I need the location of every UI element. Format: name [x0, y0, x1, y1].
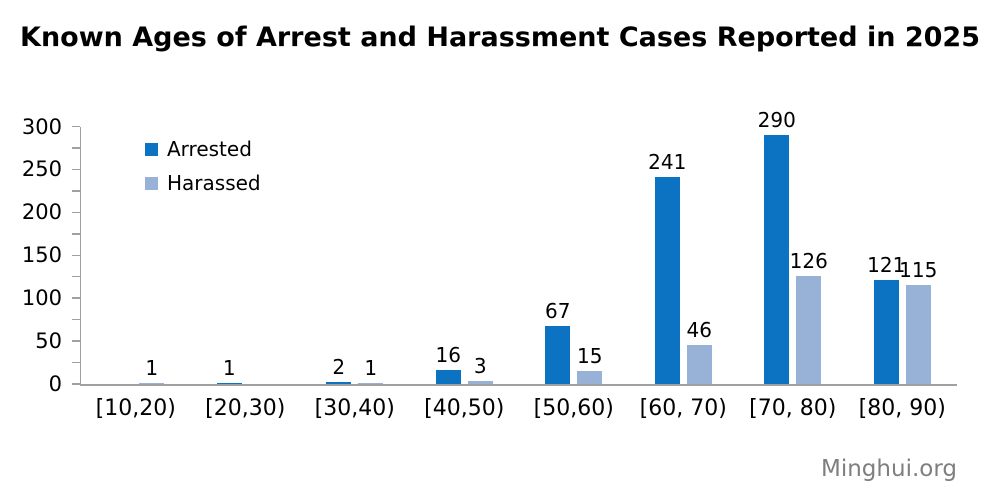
- bar-value-label-harassed: 46: [686, 317, 712, 342]
- chart-title: Known Ages of Arrest and Harassment Case…: [20, 22, 980, 53]
- x-category-label: [30,40): [314, 396, 395, 421]
- bar-harassed: [577, 371, 603, 384]
- x-category-label: [80, 90): [858, 396, 946, 421]
- legend-label-harassed: Harassed: [167, 171, 261, 195]
- legend-label-arrested: Arrested: [167, 137, 252, 161]
- bar-value-label-arrested: 121: [867, 253, 906, 278]
- bar-harassed: [905, 285, 931, 384]
- bar-value-label-arrested: 290: [757, 108, 796, 133]
- x-category-label: [20,30): [205, 396, 286, 421]
- bar-value-label-arrested: 67: [545, 299, 571, 324]
- bar-value-label-harassed: 15: [577, 344, 603, 369]
- y-tick-label: 100: [21, 286, 62, 311]
- bar-value-label-harassed: 1: [364, 356, 378, 381]
- bar-arrested: [873, 280, 899, 384]
- y-tick-label: 150: [21, 243, 62, 268]
- y-tick: [71, 297, 80, 299]
- y-tick: [71, 233, 80, 235]
- bar-arrested: [764, 135, 790, 384]
- watermark-minghui: Minghui.org: [821, 456, 957, 482]
- y-tick: [71, 254, 80, 256]
- y-tick: [71, 168, 80, 171]
- bar-arrested: [435, 370, 461, 384]
- bar-value-label-arrested: 1: [222, 356, 236, 381]
- bar-value-label-harassed: 1: [145, 356, 159, 381]
- x-category-label: [40,50): [424, 396, 505, 421]
- bar-arrested: [654, 177, 680, 384]
- x-category-label: [70, 80): [749, 396, 837, 421]
- x-category-label: [10,20): [95, 396, 176, 421]
- y-tick: [71, 211, 80, 214]
- x-category-label: [50,60): [533, 396, 614, 421]
- bar-harassed: [796, 275, 822, 384]
- y-tick: [71, 275, 80, 278]
- bar-arrested: [326, 382, 352, 384]
- legend-swatch-harassed: [145, 176, 158, 190]
- legend-swatch-arrested: [145, 142, 158, 156]
- bar-value-label-harassed: 3: [473, 354, 487, 379]
- bar-harassed: [686, 344, 712, 384]
- x-category-label: [60, 70): [639, 396, 727, 421]
- bar-arrested: [216, 383, 242, 384]
- y-tick-label: 0: [48, 372, 62, 396]
- y-tick-label: 300: [21, 114, 62, 139]
- y-axis-line: [79, 126, 81, 384]
- legend: Arrested Harassed: [145, 137, 261, 205]
- y-tick-label: 200: [21, 200, 62, 225]
- bar-harassed: [358, 383, 384, 384]
- y-tick: [71, 147, 80, 149]
- legend-item-arrested: Arrested: [145, 137, 261, 161]
- bar-harassed: [139, 383, 165, 384]
- bar-value-label-harassed: 126: [789, 248, 828, 273]
- bar-value-label-arrested: 2: [332, 355, 346, 380]
- bar-value-label-arrested: 241: [648, 150, 687, 175]
- legend-item-harassed: Harassed: [145, 171, 261, 195]
- bar-arrested: [545, 326, 571, 384]
- y-tick: [71, 361, 80, 364]
- y-tick: [71, 318, 80, 321]
- y-tick: [71, 190, 80, 192]
- y-tick-label: 50: [35, 329, 62, 354]
- bar-harassed: [467, 381, 493, 384]
- y-tick: [71, 383, 80, 385]
- y-tick: [71, 340, 80, 342]
- y-tick: [71, 125, 80, 128]
- bar-value-label-harassed: 115: [899, 258, 938, 283]
- x-axis-line: [79, 384, 957, 386]
- y-tick-label: 250: [21, 157, 62, 182]
- bar-value-label-arrested: 16: [435, 343, 461, 368]
